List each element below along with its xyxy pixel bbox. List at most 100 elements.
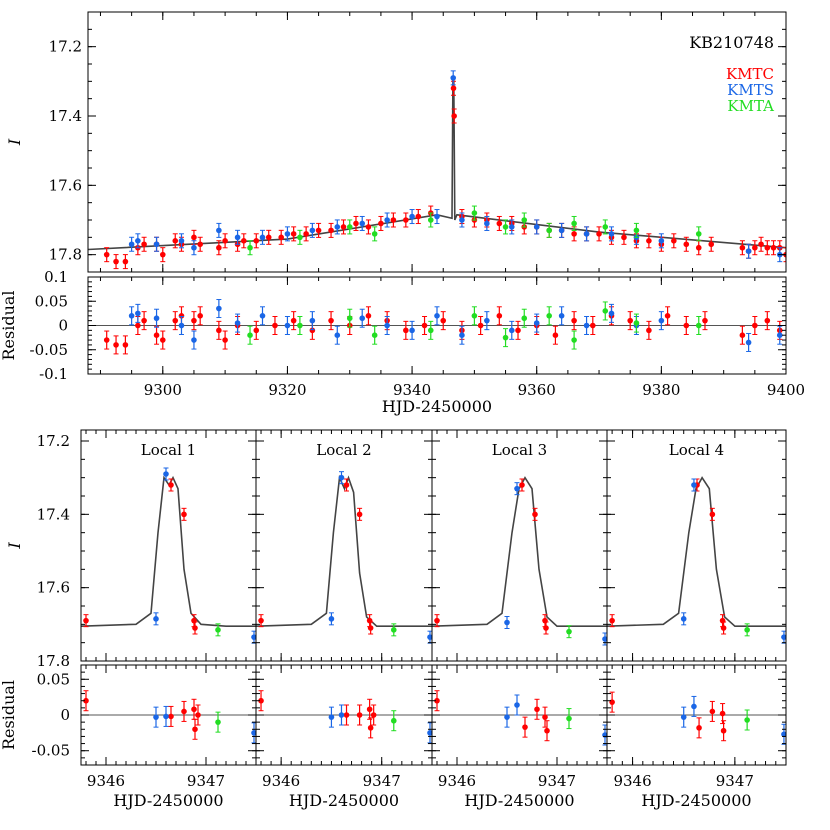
data-point-kmtc [153,332,160,339]
data-point-kmtc [191,706,197,713]
y-axis-label: I [5,138,24,146]
data-point-kmtc [543,625,549,631]
plot-frame [87,11,787,273]
data-point-kmta [602,308,609,314]
data-point-kmtc [752,322,758,329]
data-point-kmta [502,334,509,341]
data-point-kmtc [343,482,350,488]
x-tick-label: 9347 [716,772,754,790]
data-point-kmts [608,310,615,317]
data-point-kmtc [708,241,715,248]
data-point-kmtc [496,313,503,319]
data-point-kmtc [222,238,228,244]
data-point-kmtc [451,113,457,119]
data-point-kmtc [758,241,764,248]
data-point-kmtc [709,708,716,715]
data-point-kmtc [720,625,727,631]
data-point-kmta [521,315,528,322]
y-tick-label: -0.1 [39,365,68,383]
data-point-kmtc [197,241,203,248]
data-point-kmtc [552,332,559,339]
data-point-kmta [744,717,750,723]
data-point-kmtc [764,244,771,251]
data-point-kmts [216,305,222,312]
x-tick-label: 9346 [438,772,476,790]
data-point-kmtc [168,713,174,720]
data-point-kmts [409,327,415,334]
data-point-kmta [390,717,397,724]
y-axis-label: Residual [0,680,18,750]
x-tick-label: 9360 [518,381,556,399]
plot-frame [606,429,787,662]
model-curve [88,80,786,251]
data-point-kmtc [253,327,260,334]
data-point-kmts [504,714,510,720]
data-point-kmtc [178,313,185,319]
data-point-kmts [434,313,440,319]
data-point-kmtc [122,342,129,348]
data-point-kmts [328,616,335,622]
data-point-kmta [346,224,353,230]
data-point-kmtc [192,625,198,631]
data-point-kmtc [253,238,260,244]
data-point-kmtc [522,724,528,730]
data-point-kmtc [434,697,440,704]
data-point-kmtc [571,231,577,237]
data-point-kmtc [309,327,316,334]
data-point-kmta [247,332,253,339]
data-point-kmts [776,332,783,339]
data-point-kmtc [328,227,334,234]
data-point-kmtc [532,511,538,518]
data-point-kmtc [664,313,671,319]
local-panel-title: Local 4 [669,441,724,459]
data-point-kmtc [83,697,89,704]
x-tick-label: 9300 [144,381,182,399]
data-point-kmta [427,217,434,223]
data-point-kmts [338,474,345,481]
data-point-kmts [514,702,520,708]
data-point-kmtc [191,317,197,324]
x-tick-label: 9347 [363,772,401,790]
data-point-kmts [409,213,415,220]
data-point-kmtc [191,617,197,624]
data-point-kmtc [122,258,129,265]
local-panel-3 [432,476,607,646]
legend-label-kmta: KMTA [727,97,774,115]
data-point-kmts [427,730,432,736]
data-point-kmtc [366,706,373,713]
data-point-kmta [215,627,221,633]
data-point-kmtc [403,327,409,334]
data-point-kmtc [695,244,702,251]
data-point-kmtc [340,224,347,230]
local-panel-title: Local 3 [492,441,547,459]
x-axis-label: HJD-2450000 [464,791,574,810]
y-tick-label: 0 [60,706,70,724]
data-point-kmts [153,315,160,322]
data-point-kmts [284,231,291,237]
model-curve [81,475,256,627]
y-tick-label: 0.1 [44,268,68,286]
y-tick-label: 17.2 [49,38,82,56]
data-point-kmts [427,634,432,640]
local-panel-title: Local 2 [316,441,371,459]
data-point-kmtc [403,217,409,223]
data-point-kmtc [222,337,228,343]
data-point-kmts [128,313,135,319]
data-point-kmtc [683,241,690,248]
data-point-kmtc [752,244,758,251]
data-point-kmta [247,244,253,251]
data-point-kmtc [542,714,548,720]
x-tick-label: 9347 [538,772,576,790]
data-point-kmtc [421,322,428,329]
x-tick-label: 9320 [268,381,306,399]
data-point-kmtc [415,213,422,220]
data-point-kmtc [367,725,374,731]
local-residual-4 [607,691,786,745]
data-point-kmtc [272,322,278,329]
data-point-kmts [234,234,241,241]
data-point-kmtc [702,317,708,324]
local-panel-2 [256,471,432,644]
data-point-kmts [608,231,615,237]
data-point-kmts [191,244,197,251]
